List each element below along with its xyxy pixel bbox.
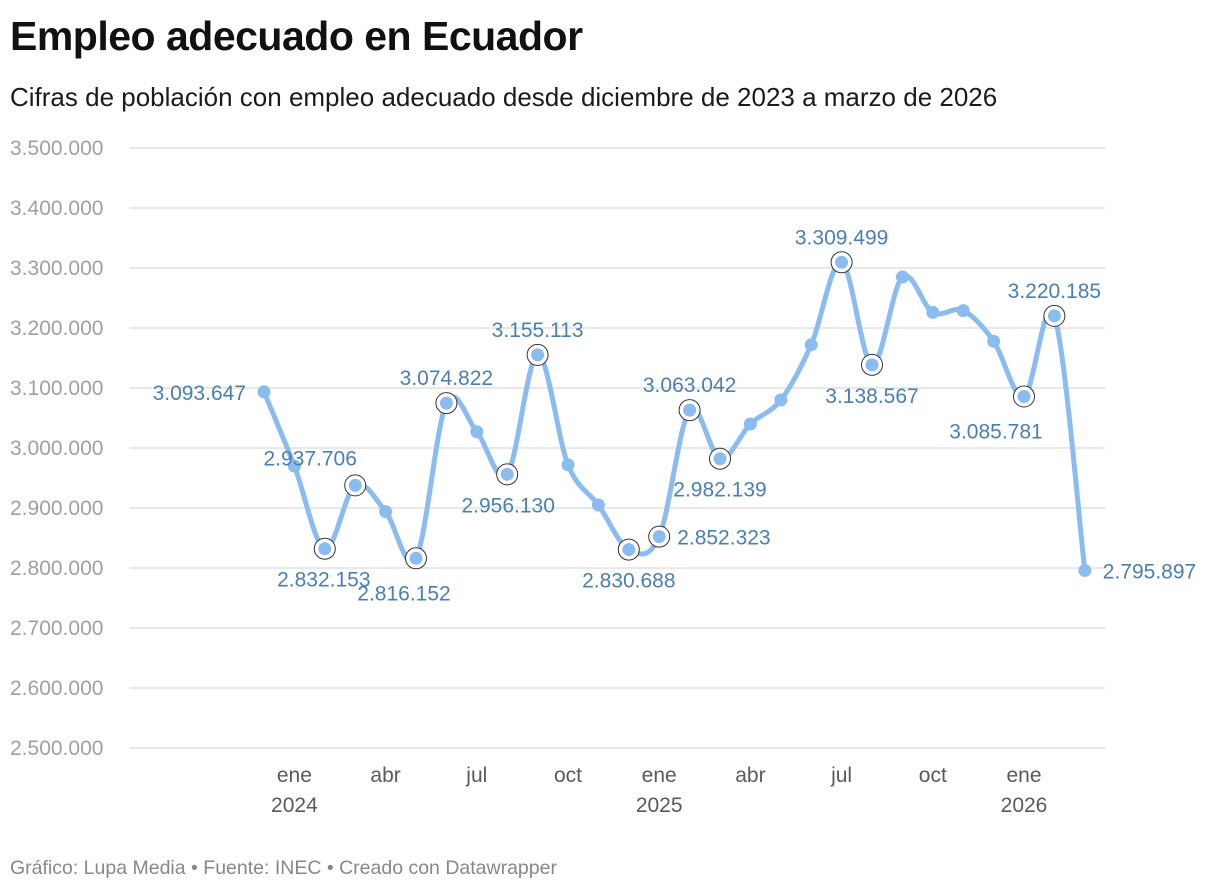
data-point: [531, 348, 545, 362]
y-tick-label: 3.300.000: [10, 257, 103, 280]
x-tick-label: abr: [370, 764, 400, 787]
data-point: [743, 417, 757, 431]
x-tick-label: ene: [642, 764, 677, 787]
x-tick-label: oct: [554, 764, 582, 787]
data-point: [348, 478, 362, 492]
data-point: [379, 505, 393, 519]
x-tick-label: jul: [830, 764, 852, 787]
data-point: [1047, 309, 1061, 323]
data-point: [652, 530, 666, 544]
x-tick-label: ene: [1006, 764, 1041, 787]
data-label: 3.093.647: [153, 382, 246, 405]
y-tick-label: 3.200.000: [10, 317, 103, 340]
data-label: 3.155.113: [492, 319, 584, 342]
data-point: [683, 403, 697, 417]
y-tick-label: 2.500.000: [10, 737, 103, 760]
chart-subtitle: Cifras de población con empleo adecuado …: [10, 82, 998, 112]
x-tick-label: ene: [277, 764, 312, 787]
data-label: 2.937.706: [263, 447, 356, 470]
data-label: 3.309.499: [795, 226, 888, 249]
data-point: [1078, 563, 1092, 577]
footer-separator: •: [185, 857, 204, 879]
y-tick-label: 2.800.000: [10, 557, 103, 580]
data-label: 3.074.822: [400, 367, 493, 390]
data-point: [439, 396, 453, 410]
footer-created-with: Creado con Datawrapper: [339, 857, 557, 879]
x-tick-label: abr: [735, 764, 765, 787]
x-tick-year-label: 2025: [636, 794, 683, 817]
y-axis: 2.500.000 2.600.000 2.700.000 2.800.000 2.90…: [10, 137, 103, 760]
y-tick-label: 3.000.000: [10, 437, 103, 460]
x-axis: ene 2024 abr jul oct ene 2025 abr jul oct ene 2026: [271, 764, 1047, 817]
x-tick-year-label: 2024: [271, 794, 318, 817]
data-point: [287, 459, 301, 473]
data-point: [895, 270, 909, 284]
y-tick-label: 3.500.000: [10, 137, 103, 160]
data-point: [409, 551, 423, 565]
data-point: [500, 467, 514, 481]
data-label: 2.816.152: [357, 582, 450, 605]
data-point: [835, 255, 849, 269]
y-tick-label: 3.400.000: [10, 197, 103, 220]
data-point: [713, 452, 727, 466]
data-label-layer: 3.093.647 2.832.153 2.937.706 2.816.152 3.07…: [153, 226, 1197, 605]
chart-title: Empleo adecuado en Ecuador: [10, 13, 583, 59]
x-tick-label: oct: [919, 764, 947, 787]
data-point: [865, 358, 879, 372]
x-tick-label: jul: [465, 764, 487, 787]
data-point: [318, 542, 332, 556]
y-tick-label: 3.100.000: [10, 377, 103, 400]
data-label: 2.852.323: [677, 527, 770, 550]
data-label: 2.832.153: [277, 569, 370, 592]
data-point: [591, 498, 605, 512]
footer-chart-by: Gráfico: Lupa Media: [10, 857, 186, 879]
data-point: [774, 393, 788, 407]
data-point: [987, 334, 1001, 348]
chart-footer: Gráfico: Lupa Media • Fuente: INEC • Cre…: [10, 857, 557, 880]
data-point: [1017, 390, 1031, 404]
footer-separator: •: [321, 857, 340, 879]
data-point: [622, 543, 636, 557]
x-tick-year-label: 2026: [1001, 794, 1048, 817]
grid-layer: [130, 147, 1105, 749]
y-tick-label: 2.900.000: [10, 497, 103, 520]
data-point: [956, 304, 970, 318]
data-point: [926, 305, 940, 319]
data-label: 2.982.139: [673, 479, 766, 502]
data-label: 2.956.130: [461, 494, 554, 517]
data-label: 3.085.781: [949, 421, 1042, 444]
marker-layer: [257, 251, 1092, 577]
y-tick-label: 2.700.000: [10, 617, 103, 640]
footer-source: Fuente: INEC: [203, 857, 322, 879]
data-label: 3.138.567: [825, 385, 918, 408]
data-point: [470, 425, 484, 439]
line-chart: 2.500.000 2.600.000 2.700.000 2.800.000 2.90…: [10, 137, 1197, 817]
data-label: 3.220.185: [1008, 280, 1101, 303]
data-point: [257, 385, 271, 399]
data-label: 2.795.897: [1103, 560, 1196, 583]
y-tick-label: 2.600.000: [10, 677, 103, 700]
data-point: [561, 458, 575, 472]
data-label: 2.830.688: [582, 570, 675, 593]
data-point: [804, 338, 818, 352]
data-label: 3.063.042: [643, 374, 736, 397]
